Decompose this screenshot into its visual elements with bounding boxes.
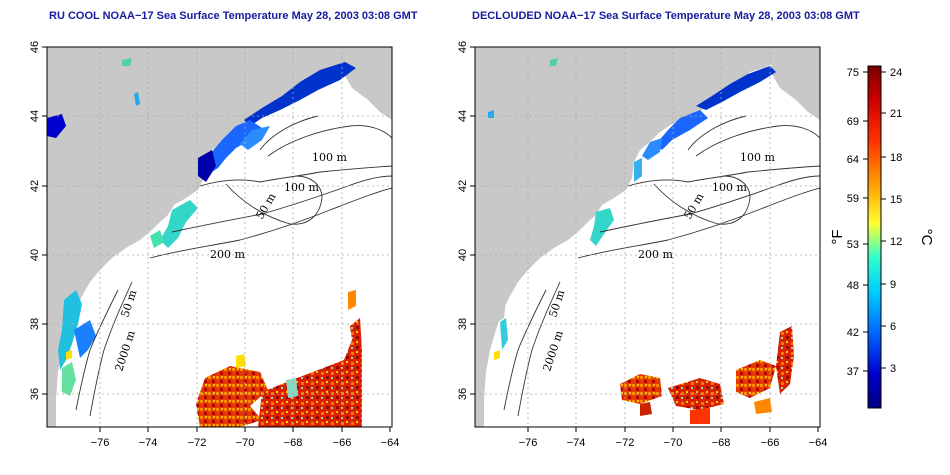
y-tick-label: 46 (457, 41, 469, 53)
x-tick-label: −64 (381, 437, 400, 449)
map-title-left: RU COOL NOAA−17 Sea Surface Temperature … (49, 10, 418, 22)
y-tick-label: 44 (457, 110, 469, 122)
x-tick-label: −70 (236, 437, 255, 449)
colorbar: 75 69 64 59 53 48 42 37 24 21 18 15 12 9… (829, 65, 935, 409)
x-tick-label: −66 (761, 437, 780, 449)
contour-label: 100 m (712, 181, 747, 194)
y-tick-label: 38 (457, 318, 469, 330)
celsius-tick: 12 (890, 236, 902, 248)
fahrenheit-tick: 37 (847, 366, 859, 378)
x-tick-label: −74 (139, 437, 158, 449)
y-tick-label: 36 (29, 388, 41, 400)
land-mass (475, 47, 778, 427)
fahrenheit-tick: 42 (847, 327, 859, 339)
y-tick-label: 42 (29, 180, 41, 192)
fahrenheit-tick: 48 (847, 280, 859, 292)
celsius-label: °C (918, 229, 935, 246)
celsius-tick: 21 (890, 108, 902, 120)
land-mass (47, 47, 350, 427)
contour-label: 200 m (210, 248, 245, 261)
fahrenheit-tick: 64 (847, 154, 859, 166)
celsius-tick: 6 (890, 321, 896, 333)
fahrenheit-tick: 69 (847, 116, 859, 128)
x-tick-label: −66 (333, 437, 352, 449)
celsius-tick: 3 (890, 363, 896, 375)
y-tick-label: 46 (29, 41, 41, 53)
contour-label: 100 m (312, 151, 347, 164)
celsius-tick: 9 (890, 279, 896, 291)
x-tick-label: −68 (284, 437, 303, 449)
contour-label: 100 m (284, 181, 319, 194)
y-tick-label: 44 (29, 110, 41, 122)
celsius-tick: 15 (890, 194, 902, 206)
y-tick-label: 38 (29, 318, 41, 330)
map-right: 100 m 100 m 50 m 200 m 50 m 2000 m −76 −… (457, 41, 827, 449)
x-tick-label: −74 (567, 437, 586, 449)
map-title-right: DECLOUDED NOAA−17 Sea Surface Temperatur… (472, 10, 860, 22)
map-left: 100 m 100 m 50 m 200 m 50 m 2000 m −76 −… (29, 41, 399, 449)
fahrenheit-label: °F (829, 229, 846, 244)
x-tick-label: −70 (664, 437, 683, 449)
y-tick-label: 36 (457, 388, 469, 400)
contour-label: 100 m (740, 151, 775, 164)
fahrenheit-tick: 75 (847, 67, 859, 79)
fahrenheit-tick: 59 (847, 193, 859, 205)
contour-label: 200 m (638, 248, 673, 261)
celsius-tick: 24 (890, 67, 902, 79)
y-tick-label: 40 (29, 249, 41, 261)
x-tick-label: −72 (616, 437, 635, 449)
x-tick-label: −76 (91, 437, 110, 449)
y-tick-label: 40 (457, 249, 469, 261)
x-tick-label: −72 (188, 437, 207, 449)
x-tick-label: −64 (809, 437, 828, 449)
fahrenheit-tick: 53 (847, 239, 859, 251)
x-tick-label: −76 (519, 437, 538, 449)
y-tick-label: 42 (457, 180, 469, 192)
celsius-tick: 18 (890, 152, 902, 164)
x-tick-label: −68 (712, 437, 731, 449)
